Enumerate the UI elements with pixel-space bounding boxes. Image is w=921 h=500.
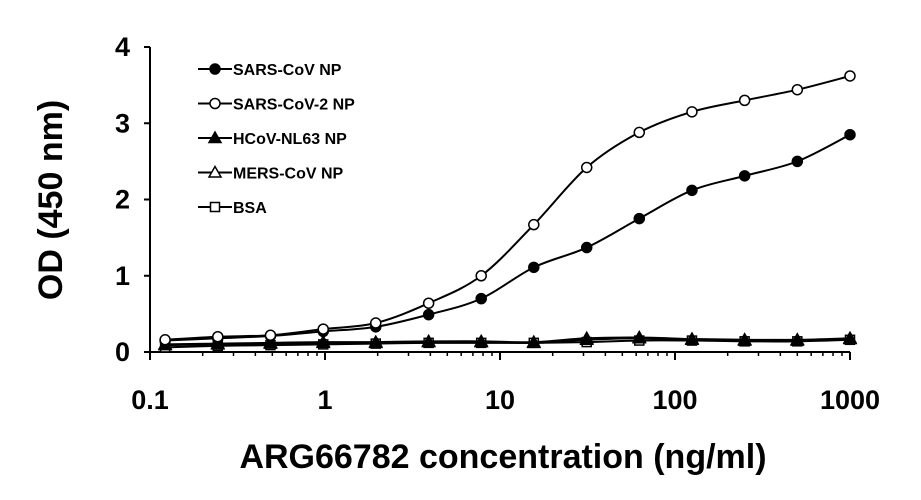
data-point-sars-cov-2-np bbox=[422, 297, 435, 309]
legend-marker-sars-cov-2-np bbox=[209, 97, 221, 110]
y-tick-label: 3 bbox=[115, 108, 130, 138]
series-line-sars-cov-2-np bbox=[165, 75, 851, 341]
legend-marker-bsa bbox=[209, 201, 221, 213]
series-lines bbox=[165, 75, 851, 349]
data-point-sars-cov-2-np bbox=[528, 218, 540, 231]
y-tick-label: 4 bbox=[115, 32, 130, 62]
data-point-sars-cov-2-np bbox=[686, 106, 698, 118]
data-point-hcov-nl63-np bbox=[737, 332, 752, 346]
legend-marker-sars-cov-np bbox=[209, 63, 221, 75]
data-point-sars-cov-np bbox=[686, 184, 698, 197]
legend-label-mers-cov-np: MERS-CoV NP bbox=[233, 166, 344, 183]
data-point-hcov-nl63-np bbox=[579, 330, 595, 344]
data-point-sars-cov-2-np bbox=[580, 161, 593, 174]
data-point-sars-cov-np bbox=[475, 292, 487, 305]
x-axis-title: ARG66782 concentration (ng/ml) bbox=[239, 438, 766, 476]
y-axis-title: OD (450 nm) bbox=[32, 100, 70, 300]
data-point-sars-cov-2-np bbox=[159, 334, 171, 346]
legend-label-sars-cov-np: SARS-CoV NP bbox=[233, 62, 342, 79]
data-point-hcov-nl63-np bbox=[473, 333, 489, 347]
y-tick-label: 1 bbox=[115, 261, 130, 291]
x-tick-label: 10 bbox=[485, 385, 515, 415]
data-point-hcov-nl63-np bbox=[315, 334, 331, 348]
legend-label-bsa: BSA bbox=[233, 200, 267, 217]
x-tick-label: 0.1 bbox=[131, 385, 169, 415]
data-point-sars-cov-2-np bbox=[212, 331, 224, 343]
data-point-sars-cov-np bbox=[738, 170, 751, 182]
data-point-sars-cov-np bbox=[633, 212, 646, 225]
data-point-sars-cov-2-np bbox=[264, 329, 277, 341]
axes bbox=[144, 46, 851, 360]
legend-label-hcov-nl63-np: HCoV-NL63 NP bbox=[233, 131, 347, 148]
legend-marker-mers-cov-np bbox=[207, 164, 223, 178]
data-point-hcov-nl63-np bbox=[790, 332, 805, 346]
data-point-sars-cov-2-np bbox=[791, 83, 804, 96]
data-point-hcov-nl63-np bbox=[526, 334, 542, 348]
data-point-sars-cov-np bbox=[422, 308, 435, 321]
data-point-hcov-nl63-np bbox=[842, 330, 858, 344]
x-tick-label: 1000 bbox=[820, 385, 880, 415]
y-tick-label: 2 bbox=[115, 185, 130, 215]
data-point-hcov-nl63-np bbox=[368, 334, 384, 348]
tick-labels: 0 1 2 3 4 0.1 1 10 100 1000 bbox=[115, 32, 880, 415]
data-point-hcov-nl63-np bbox=[684, 331, 700, 345]
data-point-sars-cov-np bbox=[844, 128, 856, 141]
data-point-sars-cov-2-np bbox=[738, 94, 751, 107]
data-point-sars-cov-2-np bbox=[633, 126, 646, 139]
x-tick-label: 100 bbox=[652, 385, 697, 415]
data-point-hcov-nl63-np bbox=[421, 333, 436, 347]
data-point-sars-cov-2-np bbox=[317, 323, 329, 335]
data-point-sars-cov-np bbox=[580, 241, 593, 254]
data-point-sars-cov-2-np bbox=[475, 270, 487, 282]
data-point-sars-cov-2-np bbox=[370, 317, 382, 329]
data-point-hcov-nl63-np bbox=[631, 330, 647, 343]
y-tick-label: 0 bbox=[115, 337, 130, 367]
x-tick-label: 1 bbox=[317, 385, 332, 415]
legend: SARS-CoV NP SARS-CoV-2 NP HCoV-NL63 NP MERS… bbox=[198, 62, 355, 217]
legend-marker-hcov-nl63-np bbox=[207, 130, 223, 144]
data-point-hcov-nl63-np bbox=[263, 335, 278, 349]
data-point-sars-cov-np bbox=[791, 155, 804, 168]
series-markers bbox=[157, 70, 858, 353]
data-point-sars-cov-2-np bbox=[844, 70, 856, 82]
legend-label-sars-cov-2-np: SARS-CoV-2 NP bbox=[233, 97, 355, 114]
data-point-sars-cov-np bbox=[528, 261, 540, 274]
